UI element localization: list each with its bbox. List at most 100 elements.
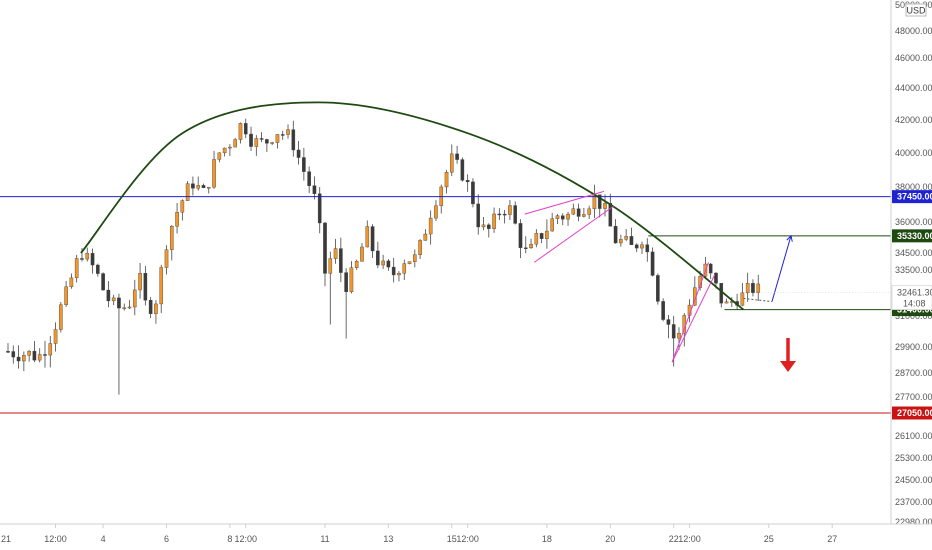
level-price-badge [892, 190, 932, 204]
candle-body [59, 304, 63, 330]
candle-body [217, 152, 222, 160]
time-tick-label: 12:00 [678, 534, 701, 544]
candle-body [613, 226, 618, 244]
candle-body [550, 218, 554, 232]
candle-body [486, 224, 491, 229]
candle-body [323, 222, 327, 274]
candle-body [69, 277, 74, 287]
candle-body [154, 303, 158, 314]
time-tick-label: 4 [101, 534, 106, 544]
candle-body [619, 239, 623, 244]
candle-body [450, 153, 454, 173]
candle-body [624, 236, 628, 240]
candle-body [391, 266, 396, 276]
price-tick-label: 48000.00 [895, 26, 932, 36]
candle-body [428, 217, 433, 235]
candle-body [708, 263, 713, 274]
candle-body [80, 258, 84, 260]
candle-body [582, 214, 586, 217]
candle-body [243, 123, 248, 135]
price-tick-label: 24500.00 [895, 475, 932, 485]
candle-body [291, 129, 296, 151]
price-tick-label: 28700.00 [895, 368, 932, 378]
candle-body [238, 123, 243, 140]
candle-body [465, 180, 470, 183]
candle-body [381, 260, 385, 266]
price-axis-background[interactable] [891, 0, 932, 524]
candlestick-series [6, 118, 761, 395]
candle-body [180, 200, 185, 213]
candle-body [312, 185, 317, 194]
candle-body [117, 297, 121, 309]
price-tick-label: 25300.00 [895, 453, 932, 463]
rising-wedge-line-1 [524, 190, 605, 215]
candle-body [48, 343, 53, 356]
candle-body [460, 159, 465, 181]
candle-body [587, 208, 591, 215]
candle-body [571, 208, 576, 215]
time-tick-label: 12:00 [44, 534, 67, 544]
time-axis: 21 12:00 4 6 8 12:00 11 13 15 12:00 18 20 22 12:00 25 2… [1, 524, 837, 544]
drawing-overlays [0, 101, 891, 414]
candle-body [413, 254, 417, 262]
candle-body [471, 181, 475, 205]
rounding-top-arc [80, 101, 744, 311]
price-tick-label: 44000.00 [895, 83, 932, 93]
candle-body [671, 324, 676, 339]
currency-badge[interactable]: USD [905, 3, 927, 17]
price-tick-label: 23700.00 [895, 497, 932, 507]
candle-body [64, 286, 68, 305]
scenario-up-arrowhead [786, 234, 793, 242]
level-price-badge-label: 35330.00 [897, 231, 932, 241]
current-price-badge [891, 285, 932, 310]
candle-body [751, 283, 755, 293]
rising-wedge-line-1 [533, 205, 614, 263]
time-axis-background[interactable] [0, 524, 932, 550]
candle-body [349, 267, 354, 293]
candle-body [85, 253, 90, 260]
candle-body [22, 355, 26, 362]
candle-body [106, 289, 111, 302]
price-tick-label: 22980.00 [895, 517, 932, 527]
candle-body [629, 236, 634, 246]
candle-body [666, 319, 671, 325]
price-tick-label: 38000.00 [895, 182, 932, 192]
price-tick-label: 34500.00 [895, 248, 932, 258]
bearish-down-arrow-icon [780, 338, 796, 372]
candle-body [566, 213, 570, 220]
candle-body [122, 307, 127, 310]
candle-body [555, 215, 560, 219]
candle-body [233, 139, 237, 148]
currency-label: USD [906, 6, 926, 16]
candle-body [608, 203, 613, 227]
candle-body [101, 273, 105, 291]
candle-body [508, 205, 512, 215]
time-tick-label: 15 [447, 534, 457, 544]
time-tick-label: 27 [827, 534, 837, 544]
candle-body [370, 226, 375, 252]
price-tick-label: 40000.00 [895, 148, 932, 158]
candle-body [164, 249, 169, 268]
candle-body [756, 283, 761, 293]
time-tick-label: 20 [605, 534, 615, 544]
candle-body [518, 223, 523, 248]
candle-body [634, 244, 639, 249]
candle-body [714, 272, 718, 284]
candle-body [16, 356, 21, 362]
candle-body [523, 247, 528, 249]
candle-body [143, 272, 148, 301]
candle-body [745, 283, 750, 294]
candle-body [96, 264, 100, 274]
candle-body [74, 258, 79, 279]
candle-body [127, 306, 132, 309]
candle-body [344, 272, 348, 293]
candle-body [169, 225, 174, 250]
time-tick-label: 13 [383, 534, 393, 544]
price-tick-label: 42000.00 [895, 115, 932, 125]
candle-body [376, 250, 380, 266]
candle-body [423, 233, 428, 241]
candle-body [265, 139, 269, 144]
time-tick-label: 21 [1, 534, 11, 544]
candle-body [148, 299, 153, 314]
